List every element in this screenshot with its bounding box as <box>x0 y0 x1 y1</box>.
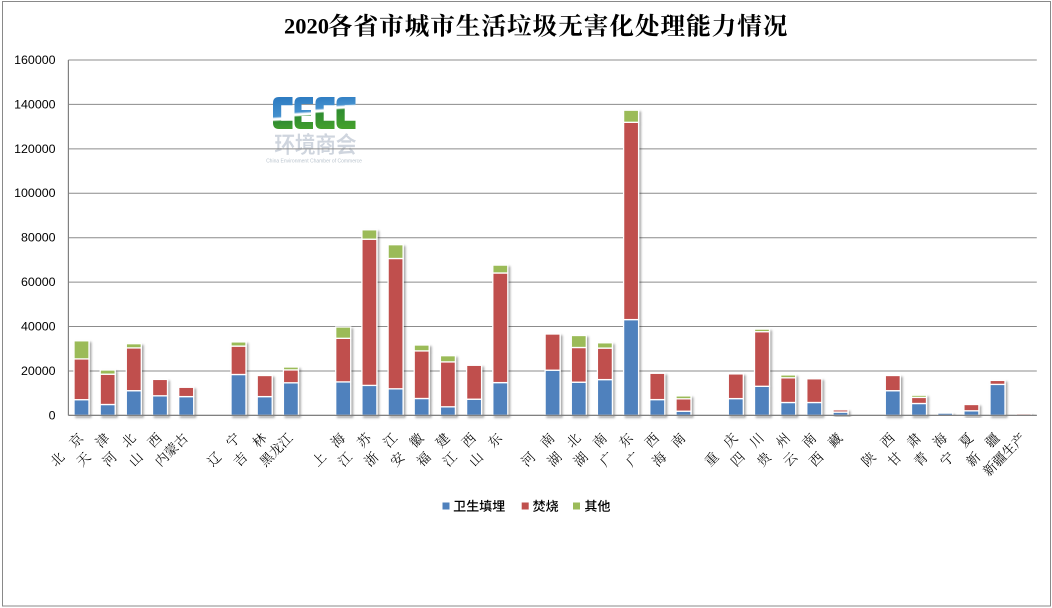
svg-text:2020: 2020 <box>284 14 329 39</box>
svg-text:100000: 100000 <box>14 186 55 200</box>
svg-text:0: 0 <box>49 408 56 422</box>
svg-text:120000: 120000 <box>14 142 55 156</box>
svg-text:20000: 20000 <box>21 364 56 378</box>
svg-text:China Environment Chamber of C: China Environment Chamber of Commerce <box>266 159 362 165</box>
svg-text:40000: 40000 <box>21 319 56 333</box>
svg-text:160000: 160000 <box>14 53 55 67</box>
svg-text:80000: 80000 <box>21 231 56 245</box>
svg-text:140000: 140000 <box>14 97 55 111</box>
svg-text:60000: 60000 <box>21 275 56 289</box>
